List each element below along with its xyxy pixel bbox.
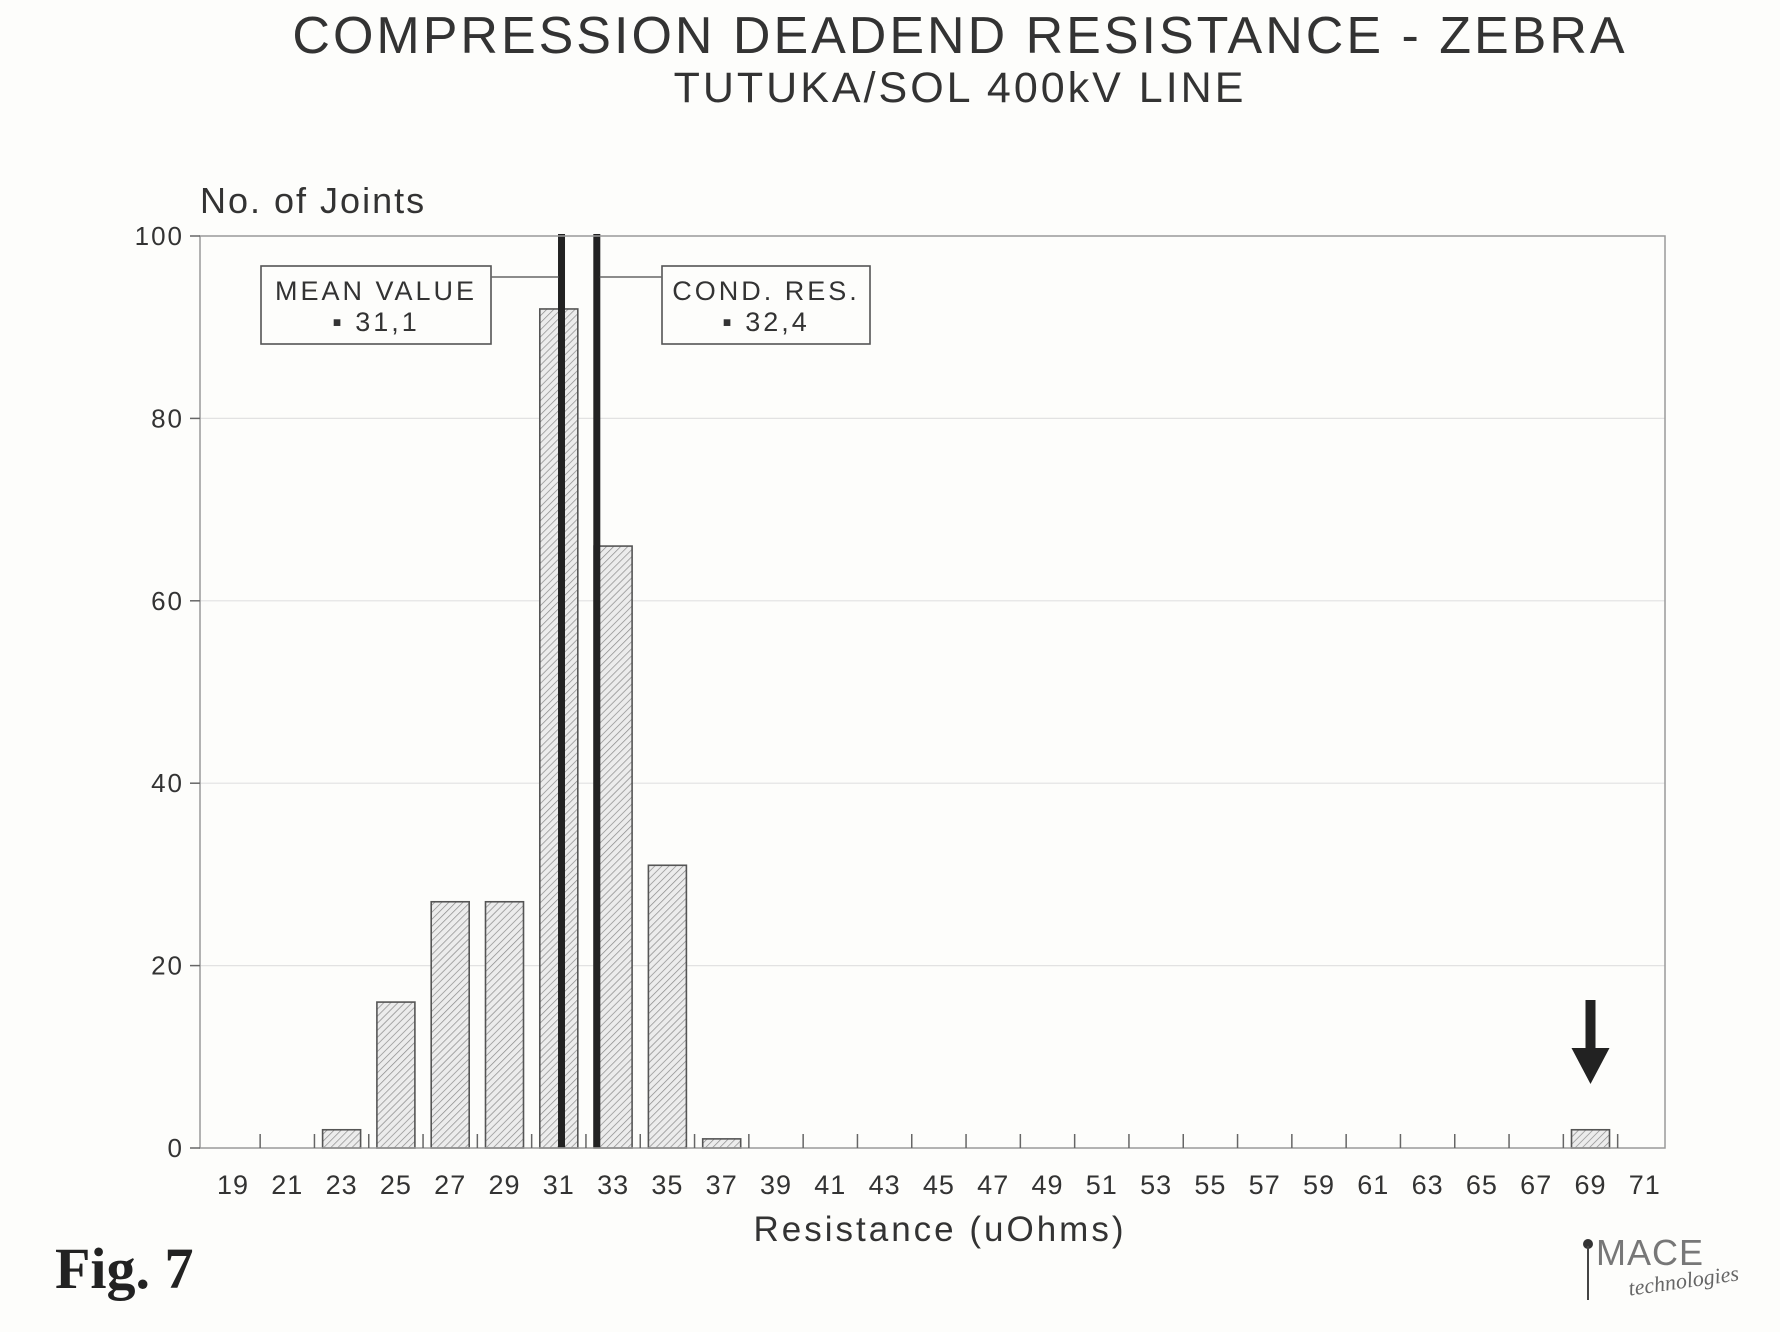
- bar-35: [647, 864, 688, 1149]
- plot-frame: [199, 235, 1666, 1149]
- y-tick-label: 100: [135, 221, 184, 251]
- x-tick-label: 69: [1574, 1170, 1606, 1200]
- x-tick-label: 59: [1303, 1170, 1335, 1200]
- x-tick-label: 35: [651, 1170, 683, 1200]
- arrow-down-icon: [1571, 1000, 1610, 1084]
- x-tick-label: 53: [1140, 1170, 1172, 1200]
- x-tick-label: 57: [1249, 1170, 1281, 1200]
- x-tick-label: 29: [488, 1170, 520, 1200]
- chart-subtitle: TUTUKA/SOL 400kV LINE: [673, 64, 1247, 112]
- annotation-label: COND. RES.: [672, 276, 860, 306]
- y-axis-label: No. of Joints: [200, 180, 427, 221]
- x-tick-label: 67: [1520, 1170, 1552, 1200]
- y-tick-label: 60: [151, 586, 184, 616]
- x-tick-label: 33: [597, 1170, 629, 1200]
- x-tick-label: 51: [1086, 1170, 1118, 1200]
- x-tick-label: 21: [271, 1170, 303, 1200]
- company-logo: MACE technologies: [1578, 1232, 1758, 1302]
- y-tick-label: 40: [151, 768, 184, 798]
- annotation-label: MEAN VALUE: [275, 276, 477, 306]
- bar-69: [1570, 1128, 1611, 1149]
- x-tick-label: 37: [706, 1170, 738, 1200]
- x-tick-label: 31: [543, 1170, 575, 1200]
- arrow-head: [1571, 1048, 1610, 1084]
- pin-icon: [1583, 1239, 1593, 1300]
- x-axis-label: Resistance (uOhms): [753, 1210, 1127, 1249]
- x-tick-label: 23: [326, 1170, 358, 1200]
- annotation-value: ▪ 32,4: [722, 307, 810, 337]
- annotation-box: [661, 265, 871, 345]
- x-tick-label: 41: [814, 1170, 846, 1200]
- annotation-value: ▪ 31,1: [332, 307, 420, 337]
- x-tick-label: 19: [217, 1170, 249, 1200]
- x-tick-label: 49: [1031, 1170, 1063, 1200]
- y-tick-label: 20: [151, 951, 184, 981]
- arrow-shaft: [1585, 1000, 1596, 1052]
- y-tick-label: 80: [151, 403, 184, 433]
- x-tick-label: 61: [1357, 1170, 1389, 1200]
- bar-29: [484, 900, 525, 1149]
- chart-title: COMPRESSION DEADEND RESISTANCE - ZEBRA: [292, 7, 1628, 65]
- x-tick-label: 45: [923, 1170, 955, 1200]
- logo-name: MACE: [1596, 1232, 1705, 1273]
- x-tick-label: 65: [1466, 1170, 1498, 1200]
- x-tick-label: 55: [1194, 1170, 1226, 1200]
- bar-27: [430, 900, 471, 1149]
- x-tick-label: 47: [977, 1170, 1009, 1200]
- x-tick-label: 25: [380, 1170, 412, 1200]
- x-tick-label: 71: [1629, 1170, 1661, 1200]
- y-tick-label: 0: [168, 1133, 184, 1163]
- x-tick-label: 27: [434, 1170, 466, 1200]
- figure-label: Fig. 7: [55, 1236, 194, 1301]
- bar-37: [701, 1138, 742, 1149]
- x-tick-label: 43: [869, 1170, 901, 1200]
- bar-25: [376, 1001, 416, 1149]
- bar-23: [321, 1128, 362, 1149]
- annotation-box: [260, 265, 492, 345]
- x-tick-label: 39: [760, 1170, 792, 1200]
- x-tick-label: 63: [1412, 1170, 1444, 1200]
